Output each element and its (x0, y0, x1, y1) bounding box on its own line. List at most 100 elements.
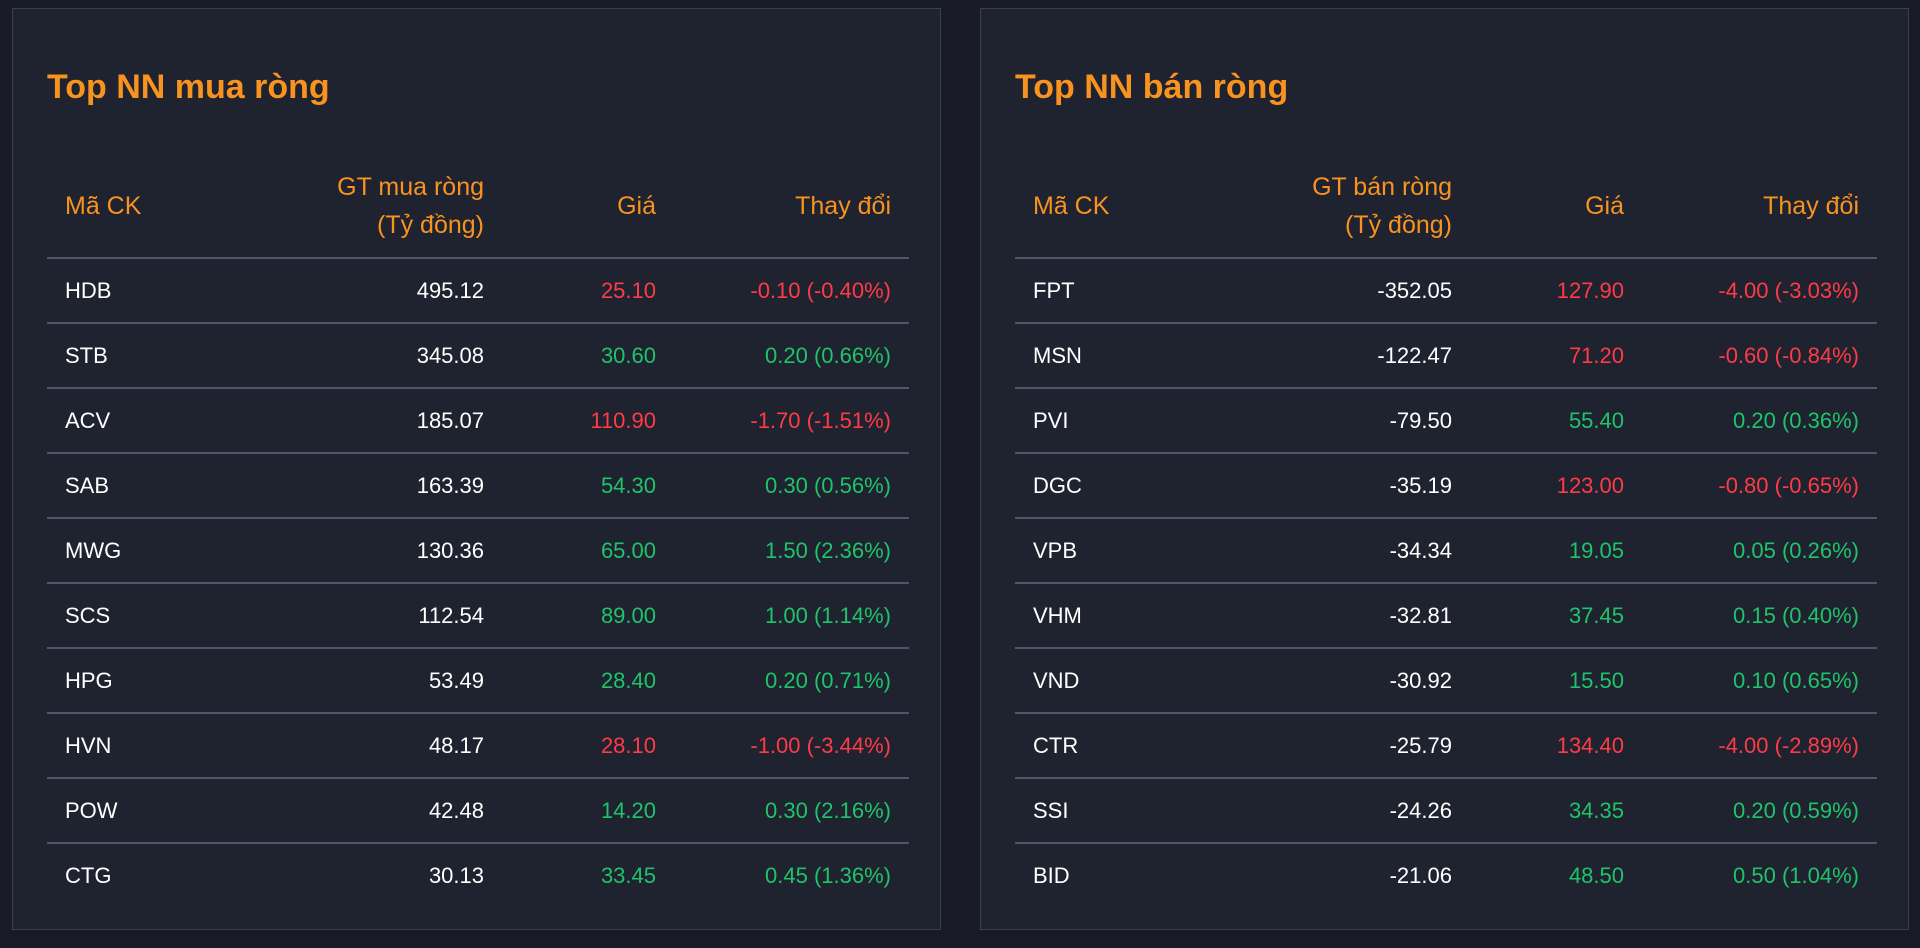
table-row[interactable]: STB 345.08 30.60 0.20 (0.66%) (47, 323, 909, 389)
stock-price: 25.10 (502, 258, 674, 324)
table-row[interactable]: CTG 30.13 33.45 0.45 (1.36%) (47, 843, 909, 908)
net-value: -34.34 (1251, 518, 1470, 584)
stock-symbol[interactable]: HPG (47, 648, 283, 714)
price-change: 0.20 (0.59%) (1642, 778, 1877, 844)
table-row[interactable]: FPT -352.05 127.90 -4.00 (-3.03%) (1015, 258, 1877, 324)
net-value: 185.07 (283, 388, 502, 454)
stock-symbol[interactable]: VPB (1015, 518, 1251, 584)
table-row[interactable]: VPB -34.34 19.05 0.05 (0.26%) (1015, 518, 1877, 584)
net-value: 495.12 (283, 258, 502, 324)
table-row[interactable]: VHM -32.81 37.45 0.15 (0.40%) (1015, 583, 1877, 649)
table-row[interactable]: MSN -122.47 71.20 -0.60 (-0.84%) (1015, 323, 1877, 389)
stock-price: 71.20 (1470, 323, 1642, 389)
stock-symbol[interactable]: HVN (47, 713, 283, 779)
stock-symbol[interactable]: STB (47, 323, 283, 389)
net-value: 53.49 (283, 648, 502, 714)
table-row[interactable]: HDB 495.12 25.10 -0.10 (-0.40%) (47, 258, 909, 324)
stock-symbol[interactable]: ACV (47, 388, 283, 454)
net-value: -79.50 (1251, 388, 1470, 454)
net-value: -25.79 (1251, 713, 1470, 779)
price-change: 0.30 (2.16%) (674, 778, 909, 844)
stock-price: 28.10 (502, 713, 674, 779)
table-row[interactable]: SSI -24.26 34.35 0.20 (0.59%) (1015, 778, 1877, 844)
header-net-value-line1: GT mua ròng (337, 173, 484, 201)
stock-price: 14.20 (502, 778, 674, 844)
net-sell-rows: FPT -352.05 127.90 -4.00 (-3.03%) MSN -122.47… (1015, 258, 1877, 908)
stock-symbol[interactable]: MWG (47, 518, 283, 584)
header-change[interactable]: Thay đổi (1642, 155, 1877, 259)
table-row[interactable]: VND -30.92 15.50 0.10 (0.65%) (1015, 648, 1877, 714)
stock-symbol[interactable]: MSN (1015, 323, 1251, 389)
price-change: -0.10 (-0.40%) (674, 258, 909, 324)
stock-symbol[interactable]: SCS (47, 583, 283, 649)
header-price[interactable]: Giá (1470, 155, 1642, 259)
header-net-value-unit: (Tỷ đồng) (377, 211, 484, 239)
net-buy-rows: HDB 495.12 25.10 -0.10 (-0.40%) STB 345.08 30.… (47, 258, 909, 908)
stock-symbol[interactable]: VHM (1015, 583, 1251, 649)
table-header-row: Mã CK GT mua ròng (Tỷ đồng) Giá Thay đổi (47, 155, 909, 259)
table-row[interactable]: ACV 185.07 110.90 -1.70 (-1.51%) (47, 388, 909, 454)
table-row[interactable]: PVI -79.50 55.40 0.20 (0.36%) (1015, 388, 1877, 454)
net-value: 48.17 (283, 713, 502, 779)
price-change: -1.00 (-3.44%) (674, 713, 909, 779)
table-row[interactable]: MWG 130.36 65.00 1.50 (2.36%) (47, 518, 909, 584)
price-change: 0.15 (0.40%) (1642, 583, 1877, 649)
top-net-sell-panel: Top NN bán ròng Mã CK GT bán ròng (Tỷ đồ… (980, 8, 1909, 930)
stock-price: 134.40 (1470, 713, 1642, 779)
stock-price: 48.50 (1568, 863, 1624, 888)
stock-symbol[interactable]: BID (1033, 863, 1070, 888)
net-value: -122.47 (1251, 323, 1470, 389)
stock-symbol[interactable]: SAB (47, 453, 283, 519)
stock-symbol[interactable]: POW (47, 778, 283, 844)
table-row[interactable]: CTR -25.79 134.40 -4.00 (-2.89%) (1015, 713, 1877, 779)
price-change: -0.60 (-0.84%) (1642, 323, 1877, 389)
stock-symbol[interactable]: CTG (65, 863, 112, 888)
stock-symbol[interactable]: DGC (1015, 453, 1251, 519)
table-row[interactable]: DGC -35.19 123.00 -0.80 (-0.65%) (1015, 453, 1877, 519)
net-value: 130.36 (283, 518, 502, 584)
net-value: 345.08 (283, 323, 502, 389)
stock-price: 55.40 (1470, 388, 1642, 454)
stock-symbol[interactable]: VND (1015, 648, 1251, 714)
stock-price: 33.45 (600, 863, 656, 888)
stock-price: 15.50 (1470, 648, 1642, 714)
price-change: 1.00 (1.14%) (674, 583, 909, 649)
header-price[interactable]: Giá (502, 155, 674, 259)
stock-price: 19.05 (1470, 518, 1642, 584)
stock-symbol[interactable]: CTR (1015, 713, 1251, 779)
price-change: 1.50 (2.36%) (674, 518, 909, 584)
table-header-row: Mã CK GT bán ròng (Tỷ đồng) Giá Thay đổi (1015, 155, 1877, 259)
stock-symbol[interactable]: SSI (1015, 778, 1251, 844)
net-buy-table: Mã CK GT mua ròng (Tỷ đồng) Giá Thay đổi… (47, 155, 909, 908)
price-change: -4.00 (-3.03%) (1642, 258, 1877, 324)
price-change: -1.70 (-1.51%) (674, 388, 909, 454)
header-symbol[interactable]: Mã CK (1015, 155, 1251, 259)
header-net-value-unit: (Tỷ đồng) (1345, 211, 1452, 239)
price-change: 0.45 (1.36%) (765, 863, 891, 888)
price-change: -4.00 (-2.89%) (1642, 713, 1877, 779)
table-row[interactable]: HPG 53.49 28.40 0.20 (0.71%) (47, 648, 909, 714)
net-value: -21.06 (1389, 863, 1452, 888)
header-change[interactable]: Thay đổi (674, 155, 909, 259)
stock-symbol[interactable]: FPT (1015, 258, 1251, 324)
table-row[interactable]: SCS 112.54 89.00 1.00 (1.14%) (47, 583, 909, 649)
price-change: -0.80 (-0.65%) (1642, 453, 1877, 519)
header-symbol[interactable]: Mã CK (47, 155, 283, 259)
price-change: 0.20 (0.71%) (674, 648, 909, 714)
net-value: -32.81 (1251, 583, 1470, 649)
net-value: 30.13 (428, 863, 484, 888)
header-net-value[interactable]: GT bán ròng (Tỷ đồng) (1251, 155, 1470, 259)
header-net-value[interactable]: GT mua ròng (Tỷ đồng) (283, 155, 502, 259)
stock-price: 89.00 (502, 583, 674, 649)
table-row[interactable]: HVN 48.17 28.10 -1.00 (-3.44%) (47, 713, 909, 779)
table-row[interactable]: BID -21.06 48.50 0.50 (1.04%) (1015, 843, 1877, 908)
stock-price: 30.60 (502, 323, 674, 389)
table-row[interactable]: SAB 163.39 54.30 0.30 (0.56%) (47, 453, 909, 519)
stock-price: 37.45 (1470, 583, 1642, 649)
price-change: 0.20 (0.36%) (1642, 388, 1877, 454)
stock-price: 127.90 (1470, 258, 1642, 324)
table-row[interactable]: POW 42.48 14.20 0.30 (2.16%) (47, 778, 909, 844)
net-value: -35.19 (1251, 453, 1470, 519)
stock-symbol[interactable]: PVI (1015, 388, 1251, 454)
stock-symbol[interactable]: HDB (47, 258, 283, 324)
